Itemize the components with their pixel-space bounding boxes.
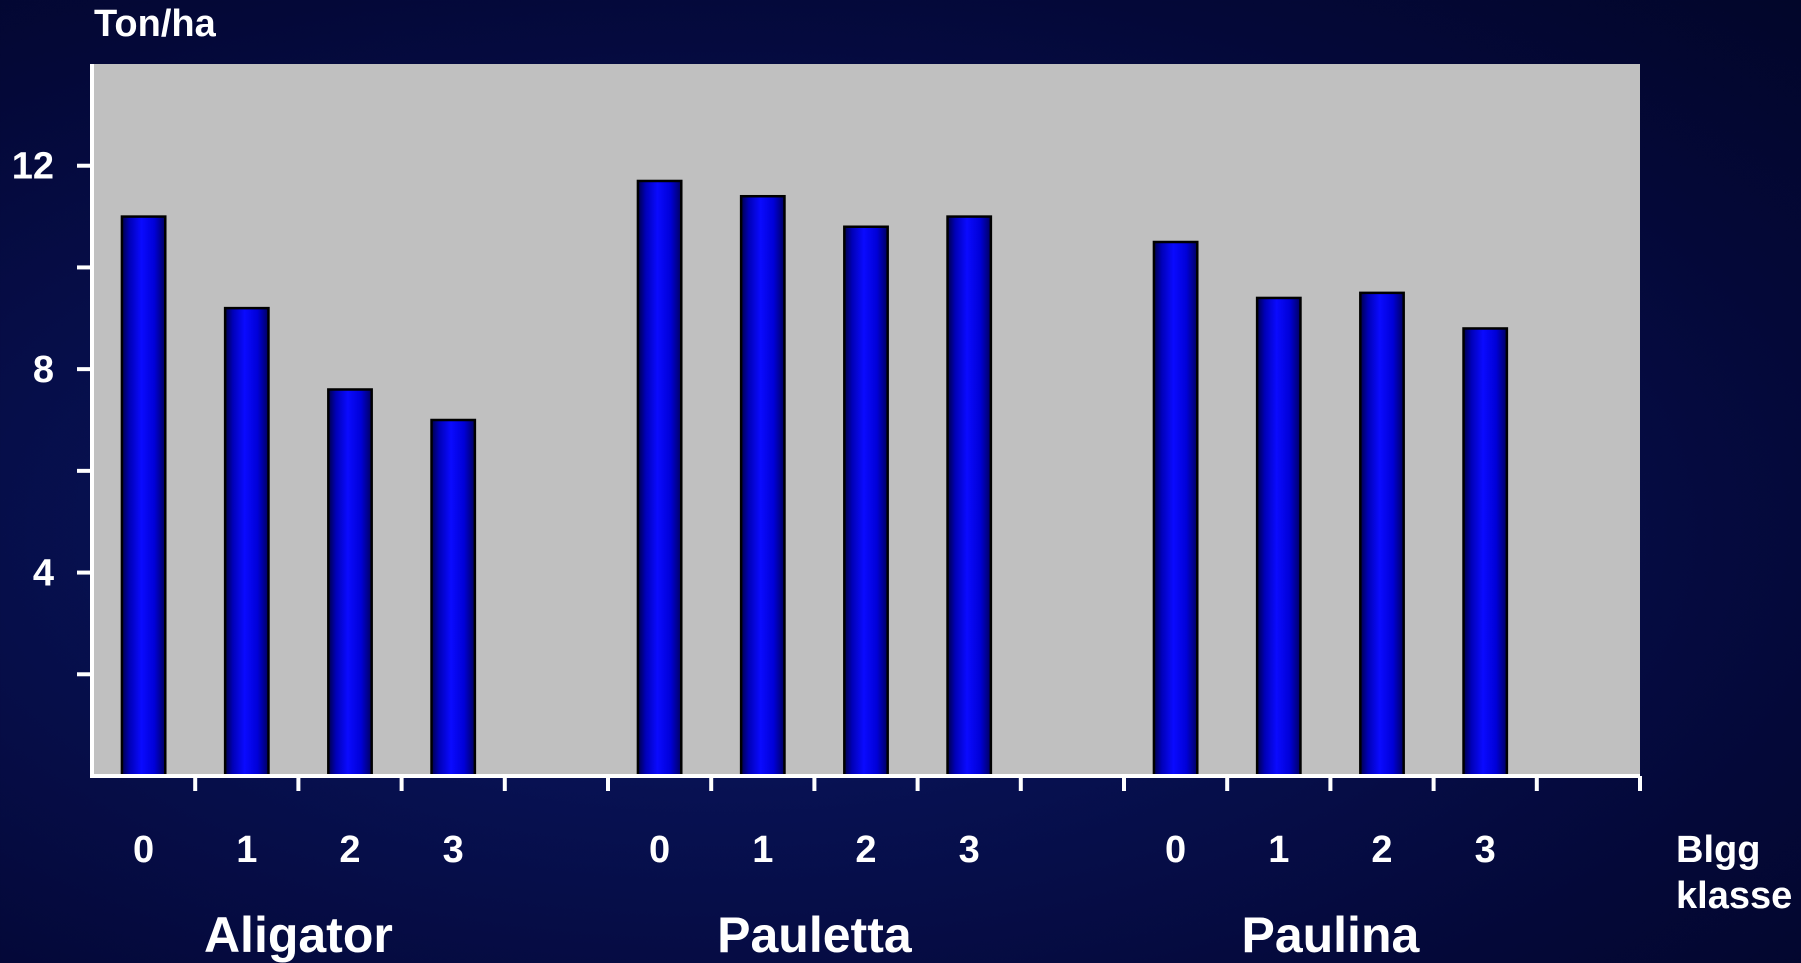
y-tick-label-12: 12 [12, 146, 54, 188]
group-label-paulina: Paulina [1241, 907, 1420, 963]
bar-paulina-2 [1359, 291, 1405, 778]
x-ticks-layer: 0 1 2 3 Aligator 0 1 2 3 Pauletta 0 1 2 3 Paulina [133, 776, 1642, 963]
bars-layer [120, 179, 1509, 778]
bar-aligator-0 [120, 215, 167, 778]
x-axis-title: Blgg klasse [1676, 829, 1792, 917]
bar-aligator-2 [327, 388, 373, 778]
x-tick-label-paulina-0: 0 [1165, 829, 1186, 871]
x-tick-label-paulina-3: 3 [1475, 829, 1496, 871]
bar-aligator-1 [223, 306, 270, 778]
bar-pauletta-1 [739, 194, 786, 778]
bar-paulina-3 [1462, 327, 1509, 778]
x-tick-label-aligator-0: 0 [133, 829, 154, 871]
y-tick-label-4: 4 [33, 553, 54, 595]
bar-aligator-3 [430, 418, 477, 778]
x-tick-label-aligator-2: 2 [339, 829, 360, 871]
bar-paulina-1 [1255, 296, 1302, 778]
y-axis-title: Ton/ha [94, 3, 217, 45]
x-axis-title-line: Blgg [1676, 829, 1760, 871]
x-tick-label-paulina-2: 2 [1371, 829, 1392, 871]
x-tick-label-aligator-3: 3 [443, 829, 464, 871]
x-tick-label-pauletta-1: 1 [752, 829, 773, 871]
bar-paulina-0 [1152, 240, 1199, 778]
x-axis-title-line: klasse [1676, 875, 1792, 917]
x-tick-label-paulina-1: 1 [1268, 829, 1289, 871]
x-tick-label-pauletta-0: 0 [649, 829, 670, 871]
x-tick-label-pauletta-3: 3 [959, 829, 980, 871]
bar-pauletta-3 [946, 215, 993, 778]
x-tick-label-pauletta-2: 2 [855, 829, 876, 871]
bar-pauletta-0 [636, 179, 683, 778]
x-tick-label-aligator-1: 1 [236, 829, 257, 871]
bar-pauletta-2 [843, 225, 889, 778]
group-label-pauletta: Pauletta [717, 907, 913, 963]
y-tick-label-8: 8 [33, 349, 54, 391]
group-label-aligator: Aligator [204, 907, 393, 963]
y-ticks-layer: 4 8 12 [12, 146, 92, 677]
